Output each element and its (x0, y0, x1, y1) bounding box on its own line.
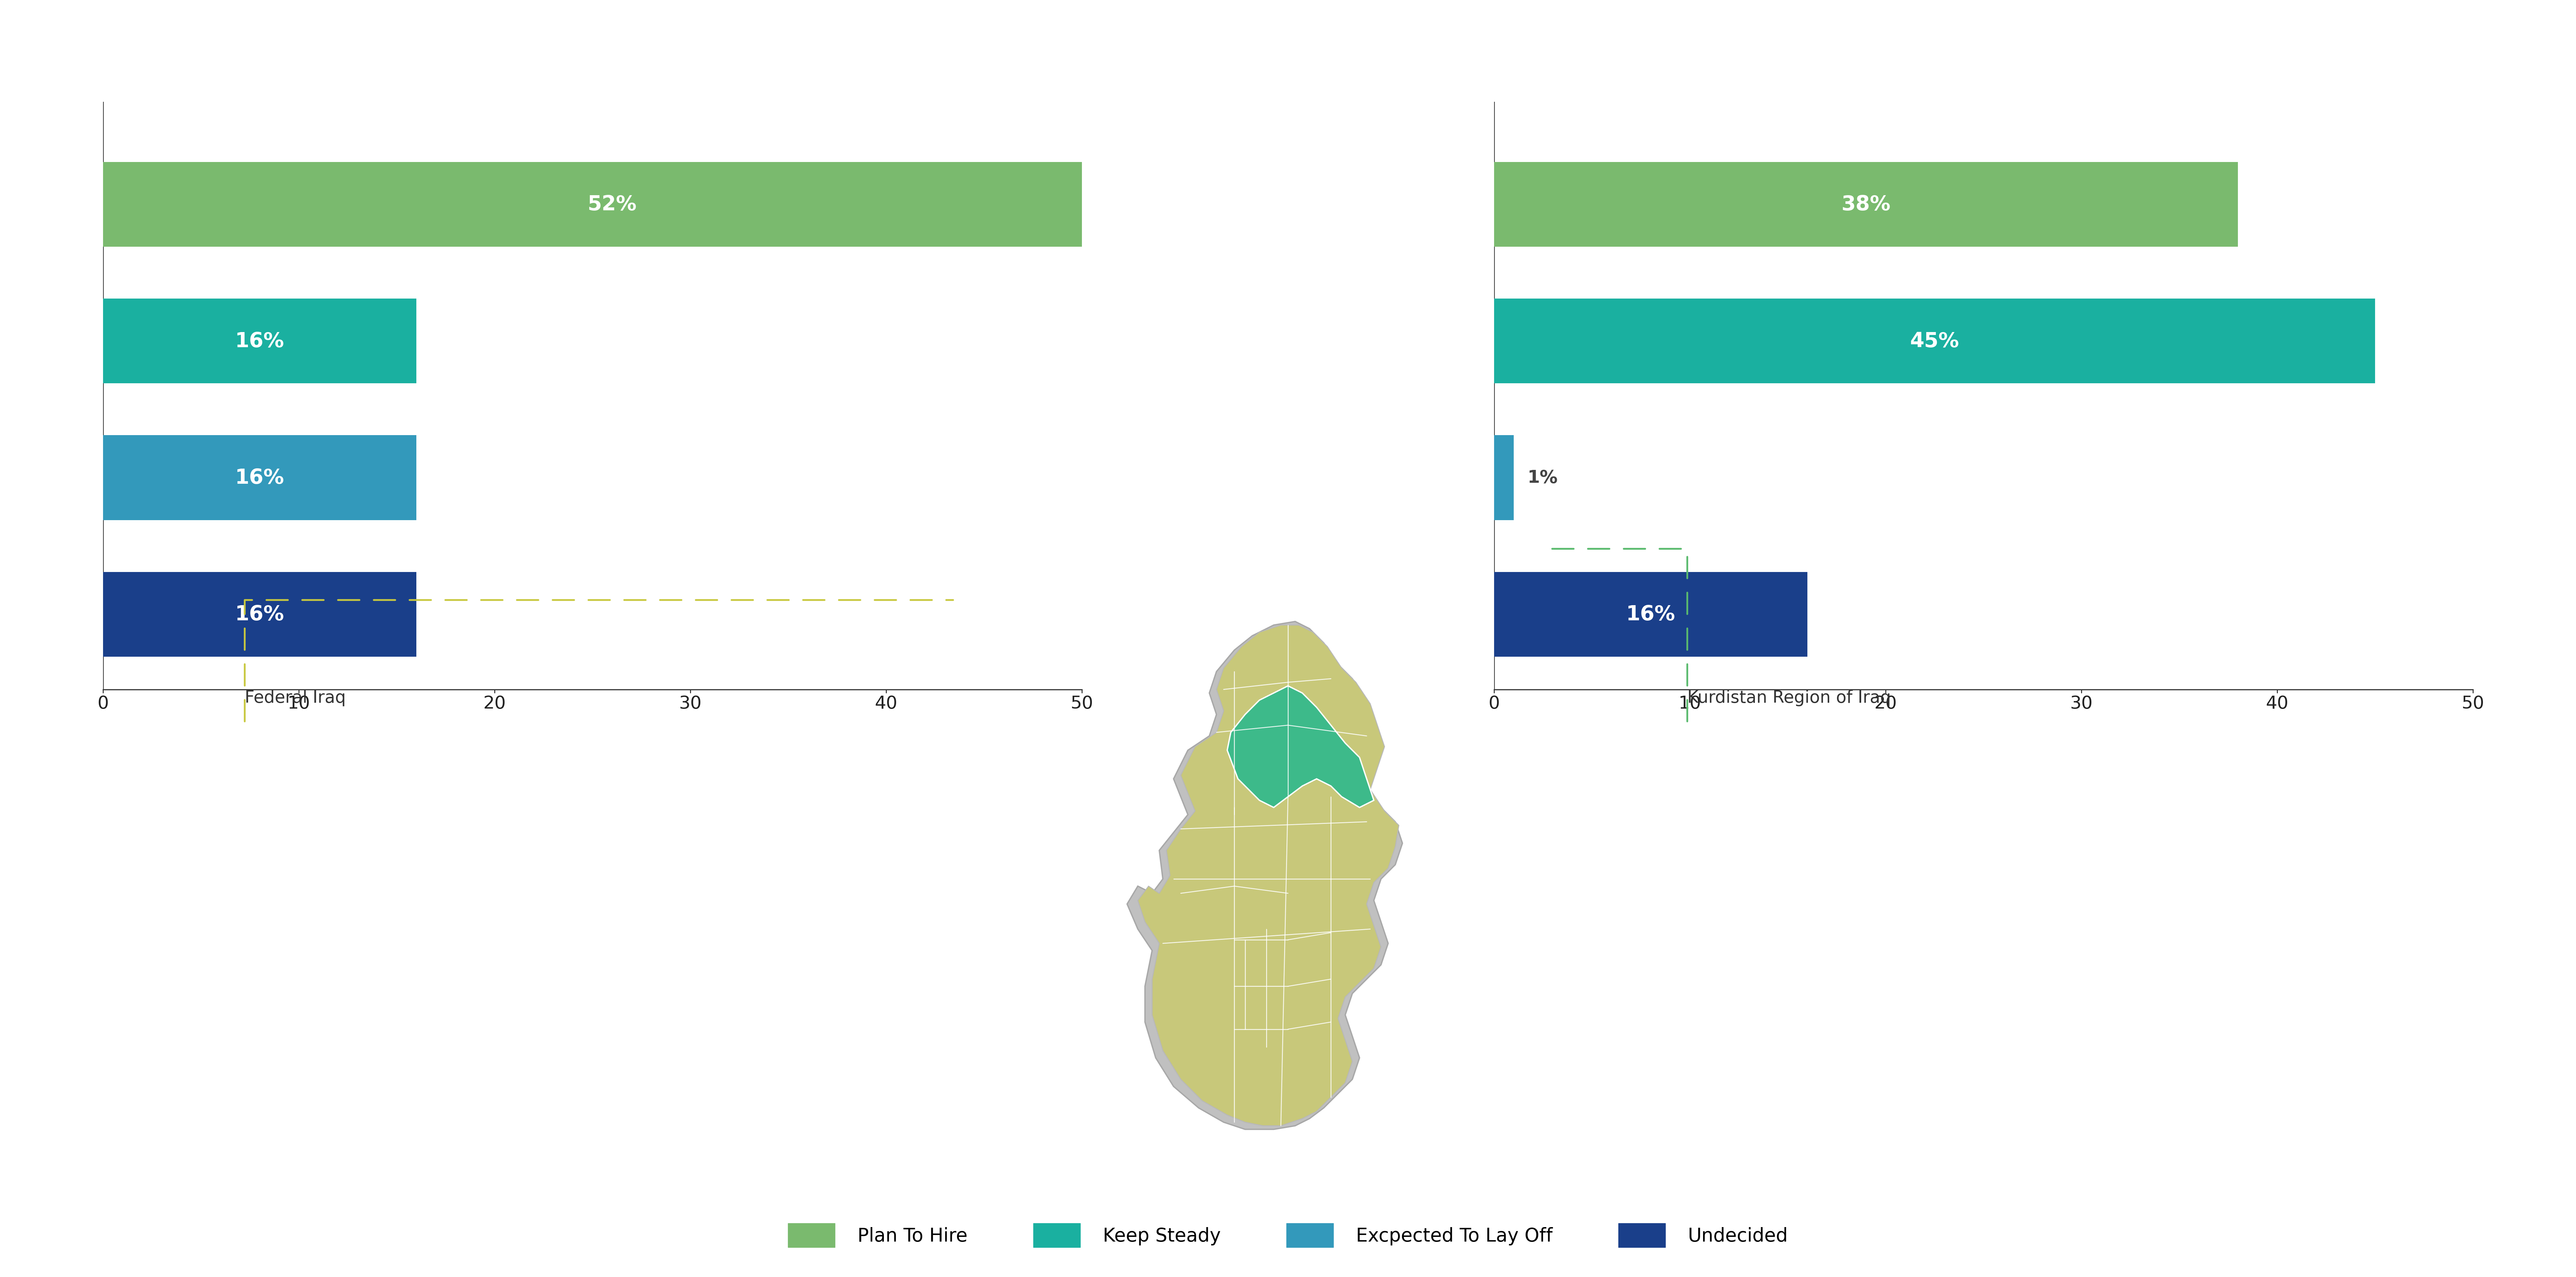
Text: 16%: 16% (234, 604, 283, 624)
Legend: Plan To Hire, Keep Steady, Excpected To Lay Off, Undecided: Plan To Hire, Keep Steady, Excpected To … (781, 1216, 1795, 1255)
Bar (1494, 162, 2239, 246)
Text: 16%: 16% (234, 331, 283, 351)
Bar (103, 162, 1121, 246)
Text: 16%: 16% (234, 467, 283, 488)
Bar (1494, 435, 1515, 520)
Text: Federal Iraq: Federal Iraq (245, 690, 345, 706)
Bar (103, 572, 417, 656)
Text: 38%: 38% (1842, 194, 1891, 215)
Bar (1494, 299, 2375, 383)
Text: Kurdistan Region of Iraq: Kurdistan Region of Iraq (1687, 690, 1891, 706)
Text: 52%: 52% (587, 194, 636, 215)
Text: 16%: 16% (1625, 604, 1674, 624)
Bar (103, 435, 417, 520)
Bar (103, 299, 417, 383)
Polygon shape (1226, 686, 1373, 807)
Polygon shape (1128, 622, 1401, 1129)
Bar (1494, 572, 1808, 656)
Text: 1%: 1% (1528, 469, 1558, 487)
Polygon shape (1139, 626, 1399, 1126)
Text: 45%: 45% (1909, 331, 1960, 351)
